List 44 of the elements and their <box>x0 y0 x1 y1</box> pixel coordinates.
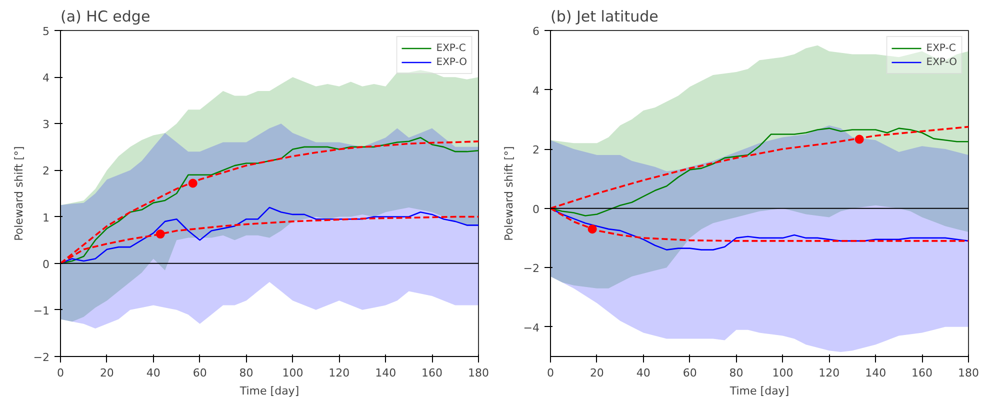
y-tick-label: 2 <box>532 144 540 157</box>
x-tick-label: 20 <box>590 366 604 380</box>
y-axis-title: Poleward shift [°] <box>12 146 26 241</box>
x-tick-label: 80 <box>729 366 744 380</box>
x-tick-label: 120 <box>818 366 840 380</box>
x-tick-label: 160 <box>422 366 443 380</box>
chart-title: (a) HC edge <box>60 8 150 26</box>
y-tick-label: 4 <box>532 84 540 98</box>
x-tick-label: 180 <box>468 366 489 380</box>
x-tick-label: 140 <box>865 366 886 380</box>
y-tick-label: 0 <box>532 202 540 216</box>
x-tick-label: 0 <box>547 366 554 380</box>
y-axis-title: Poleward shift [°] <box>502 146 516 241</box>
chart-title: (b) Jet latitude <box>550 8 658 26</box>
y-tick-label: 3 <box>42 118 50 132</box>
x-tick-label: 140 <box>375 366 396 380</box>
x-tick-label: 40 <box>636 366 650 380</box>
legend-label: EXP-O <box>436 56 467 69</box>
x-tick-label: 120 <box>328 366 350 380</box>
x-tick-label: 60 <box>192 366 207 380</box>
y-tick-label: 5 <box>42 25 50 38</box>
x-tick-label: 0 <box>57 366 64 380</box>
y-tick-label: −2 <box>523 262 540 276</box>
y-tick-label: 2 <box>42 164 50 178</box>
x-tick-label: 60 <box>682 366 697 380</box>
x-axis-title: Time [day] <box>238 384 300 398</box>
legend-label: EXP-C <box>436 42 466 55</box>
y-tick-label: 0 <box>42 258 50 271</box>
x-tick-label: 20 <box>100 366 114 380</box>
legend-label: EXP-O <box>926 56 957 69</box>
x-tick-label: 100 <box>282 366 304 380</box>
y-tick-label: 1 <box>42 211 50 224</box>
y-tick-label: 4 <box>42 72 50 85</box>
y-tick-label: 6 <box>532 25 540 38</box>
x-tick-label: 100 <box>772 366 794 380</box>
x-tick-label: 40 <box>146 366 160 380</box>
y-tick-label: −1 <box>33 304 50 318</box>
x-tick-label: 160 <box>912 366 933 380</box>
y-tick-label: −4 <box>523 321 540 334</box>
x-tick-label: 180 <box>958 366 979 380</box>
legend-label: EXP-C <box>926 42 956 55</box>
x-axis-title: Time [day] <box>728 384 790 398</box>
y-tick-label: −2 <box>33 351 50 364</box>
x-tick-label: 80 <box>239 366 254 380</box>
